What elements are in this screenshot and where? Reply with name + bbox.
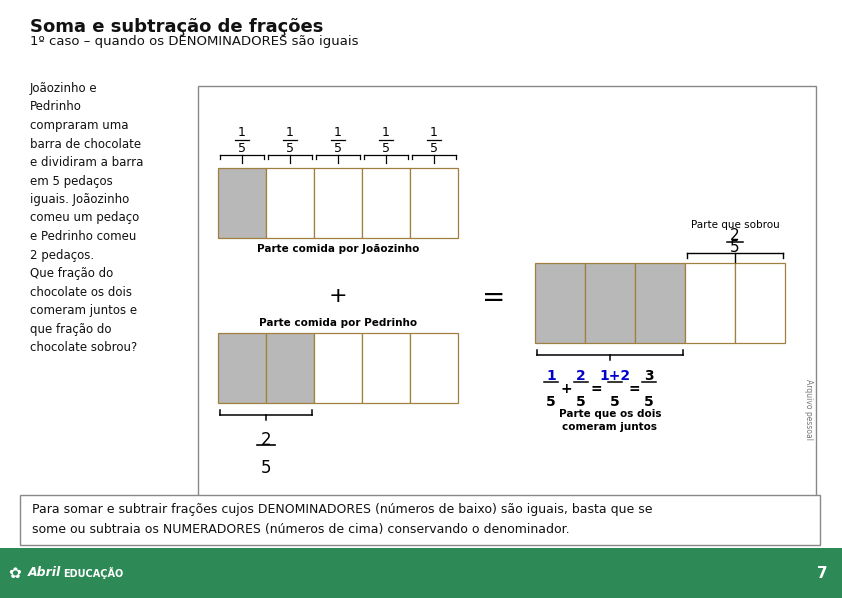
Bar [410,168,458,238]
Text: 1: 1 [286,126,294,139]
Text: 5: 5 [286,142,294,154]
Text: +: + [560,382,572,396]
Text: 5: 5 [238,142,246,154]
Text: 5: 5 [546,395,556,409]
Bar [735,263,785,343]
Text: 1: 1 [430,126,438,139]
Bar [362,168,410,238]
Bar [585,263,635,343]
Text: 3: 3 [644,369,653,383]
Bar [218,168,266,238]
Bar [685,263,735,343]
Text: Soma e subtração de frações: Soma e subtração de frações [30,18,323,36]
Text: 2: 2 [576,369,586,383]
Text: Parte que os dois
comeram juntos: Parte que os dois comeram juntos [559,409,661,432]
Text: 1º caso – quando os DENOMINADORES são iguais: 1º caso – quando os DENOMINADORES são ig… [30,35,359,48]
Text: +: + [328,286,347,306]
Text: =: = [590,382,602,396]
Bar [362,333,410,403]
Text: Joãozinho e
Pedrinho
compraram uma
barra de chocolate
e dividiram a barra
em 5 p: Joãozinho e Pedrinho compraram uma barra… [30,82,143,354]
Text: EDUCAÇÃO: EDUCAÇÃO [63,567,123,579]
Text: 5: 5 [334,142,342,154]
Text: 5: 5 [430,142,438,154]
Text: 5: 5 [382,142,390,154]
Bar [410,333,458,403]
Text: =: = [482,284,506,312]
Text: Parte comida por Pedrinho: Parte comida por Pedrinho [259,318,417,328]
Text: 2: 2 [730,227,740,243]
Text: 5: 5 [261,459,271,477]
Bar [218,333,266,403]
Bar [535,263,585,343]
Text: 1: 1 [238,126,246,139]
Text: 1: 1 [546,369,556,383]
Text: ✿: ✿ [8,566,21,581]
Text: 7: 7 [817,566,828,581]
Text: 1: 1 [382,126,390,139]
Bar [266,333,314,403]
Text: Parte que sobrou: Parte que sobrou [690,220,780,230]
Text: Arquivo pessoal: Arquivo pessoal [804,379,813,440]
Bar [20,495,820,545]
Text: 5: 5 [644,395,654,409]
Bar [198,86,816,520]
Bar [314,333,362,403]
Text: =: = [628,382,640,396]
Bar [266,168,314,238]
Text: 5: 5 [576,395,586,409]
Text: 2: 2 [261,431,271,449]
Text: 5: 5 [610,395,620,409]
Bar [0,548,842,598]
Text: Abril: Abril [28,566,66,579]
Text: Para somar e subtrair frações cujos DENOMINADORES (números de baixo) são iguais,: Para somar e subtrair frações cujos DENO… [32,503,653,536]
Text: 1: 1 [334,126,342,139]
Bar [314,168,362,238]
Text: 5: 5 [730,240,740,255]
Text: 1+2: 1+2 [600,369,631,383]
Text: Parte comida por Joãozinho: Parte comida por Joãozinho [257,244,419,254]
Bar [635,263,685,343]
